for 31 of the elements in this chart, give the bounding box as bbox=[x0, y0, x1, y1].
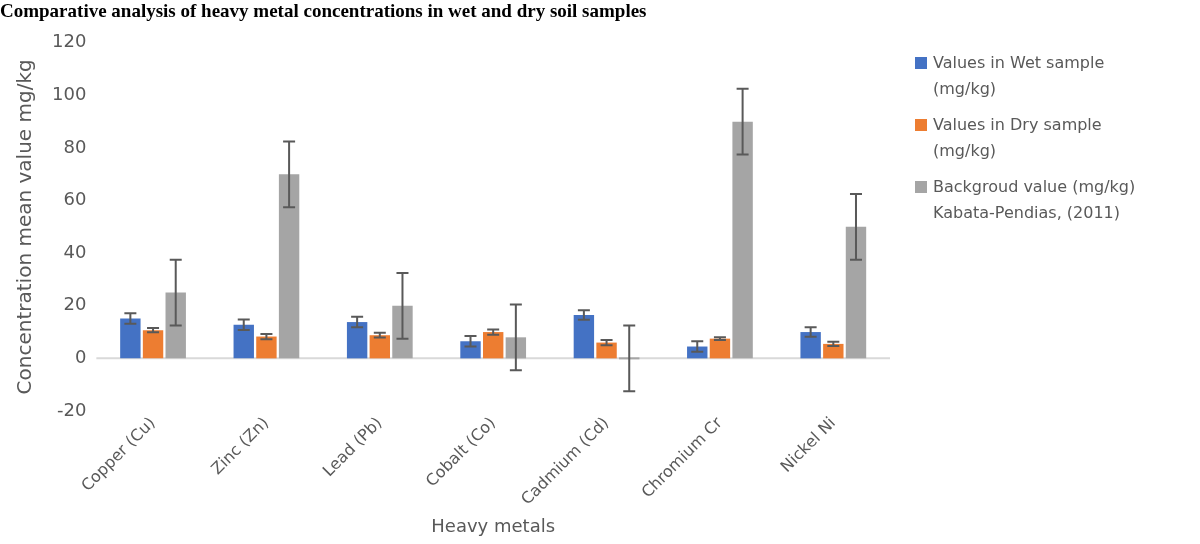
bar bbox=[596, 342, 617, 359]
y-tick-label: 60 bbox=[63, 188, 87, 210]
bar bbox=[278, 174, 300, 359]
bar bbox=[845, 226, 867, 359]
y-tick-label: 120 bbox=[52, 30, 87, 52]
y-tick-label: 0 bbox=[74, 346, 87, 368]
y-tick-label: 20 bbox=[63, 293, 87, 315]
bar bbox=[120, 318, 141, 359]
bar bbox=[392, 305, 413, 359]
y-axis-title: Concentration mean value mg/kg bbox=[12, 59, 37, 395]
y-tick-label: -20 bbox=[56, 398, 87, 420]
y-tick-label: 40 bbox=[63, 240, 87, 262]
legend-label: Values in Wet sample (mg/kg) bbox=[933, 52, 1106, 100]
chart-title: Comparative analysis of heavy metal concentrations in wet and dry soil samples bbox=[0, 0, 648, 22]
bar bbox=[142, 330, 164, 359]
bar bbox=[165, 292, 186, 359]
bar bbox=[460, 341, 481, 359]
y-tick-label: 80 bbox=[63, 135, 87, 157]
bar bbox=[256, 336, 277, 359]
legend-label: Backgroud value (mg/kg) Kabata-Pendias, (2011) bbox=[933, 176, 1137, 224]
bar bbox=[369, 335, 391, 359]
bar bbox=[800, 332, 821, 359]
bar bbox=[732, 121, 753, 359]
x-axis-title: Heavy metals bbox=[431, 514, 556, 536]
bar bbox=[233, 324, 254, 359]
y-tick-label: 100 bbox=[52, 83, 87, 105]
bar bbox=[346, 322, 368, 359]
bar bbox=[482, 332, 504, 359]
legend-label: Values in Dry sample (mg/kg) bbox=[933, 114, 1103, 162]
bar bbox=[823, 343, 844, 359]
bar bbox=[573, 314, 595, 359]
